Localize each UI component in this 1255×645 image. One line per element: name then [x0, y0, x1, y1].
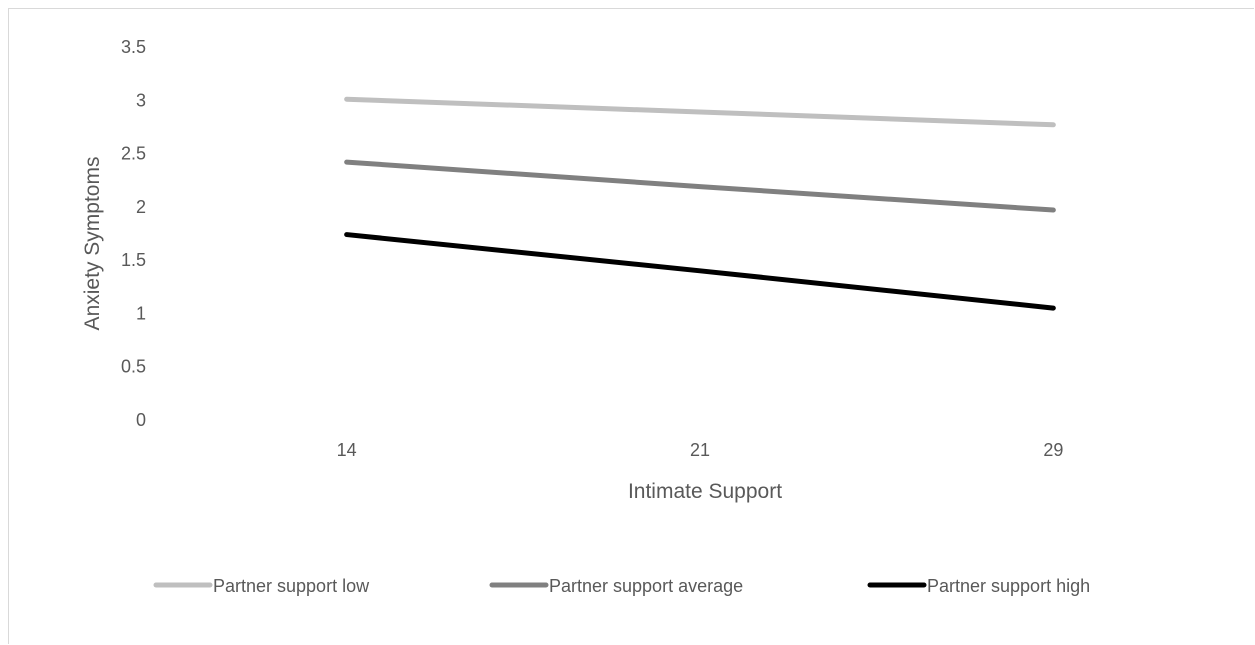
y-tick-label: 3.5 [121, 37, 146, 57]
legend-label-1: Partner support average [549, 576, 743, 596]
y-tick-label: 3 [136, 90, 146, 110]
y-tick-label: 0 [136, 410, 146, 430]
y-tick-label: 2 [136, 197, 146, 217]
x-axis-title: Intimate Support [628, 480, 782, 503]
chart-frame [8, 8, 1254, 644]
y-tick-label: 0.5 [121, 357, 146, 377]
x-tick-label: 29 [1043, 440, 1063, 460]
legend-label-0: Partner support low [213, 576, 370, 596]
y-axis-ticks: 0 0.5 1 1.5 2 2.5 3 3.5 [121, 37, 146, 430]
y-tick-label: 1 [136, 303, 146, 323]
series-line-2 [344, 232, 1056, 311]
y-tick-label: 1.5 [121, 250, 146, 270]
x-tick-label: 21 [690, 440, 710, 460]
series-lines [344, 96, 1056, 311]
y-axis-title: Anxiety Symptoms [81, 157, 104, 331]
series-line-0 [344, 96, 1056, 128]
x-axis-ticks: 14 21 29 [337, 440, 1064, 460]
y-tick-label: 2.5 [121, 144, 146, 164]
series-line-1 [344, 159, 1056, 213]
legend-label-2: Partner support high [927, 576, 1090, 596]
x-tick-label: 14 [337, 440, 357, 460]
legend: Partner support low Partner support avera… [153, 576, 1090, 596]
